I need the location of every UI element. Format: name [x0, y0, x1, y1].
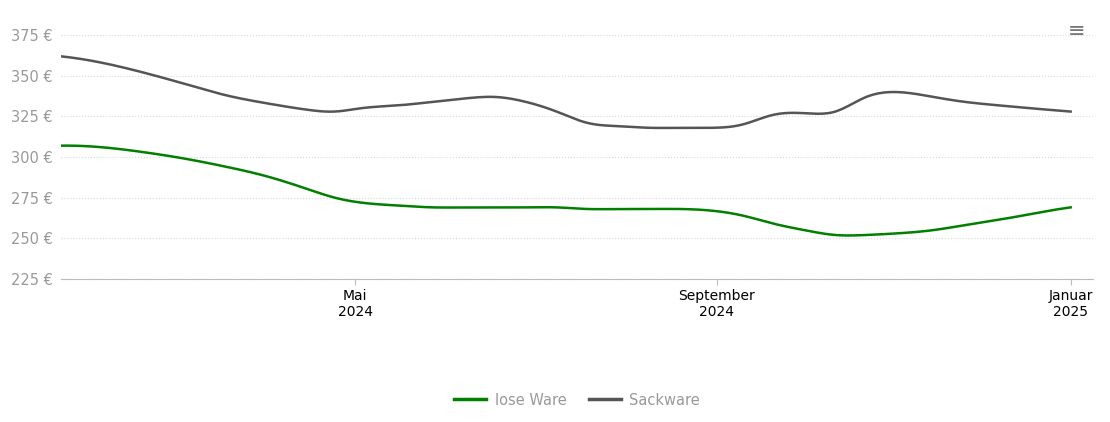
Legend: lose Ware, Sackware: lose Ware, Sackware [448, 387, 706, 414]
Text: ≡: ≡ [1068, 21, 1086, 41]
